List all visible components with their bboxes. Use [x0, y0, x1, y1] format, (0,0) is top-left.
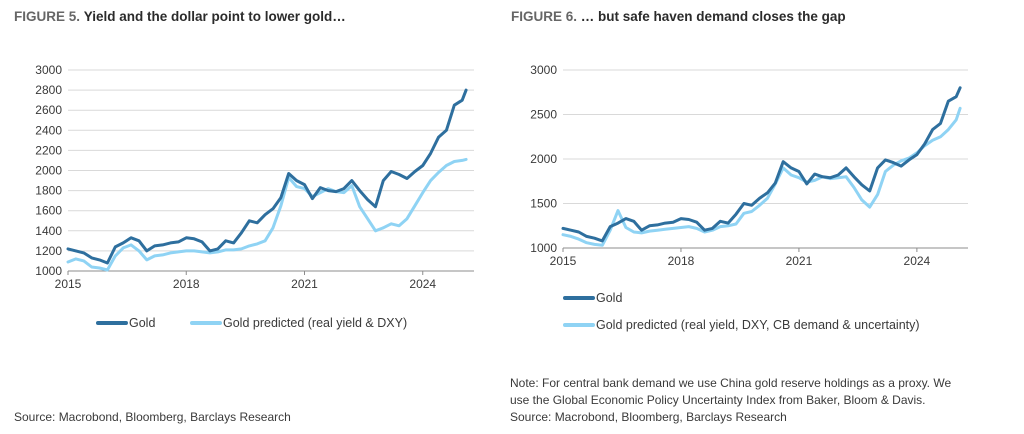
y-tick-label: 2600: [35, 103, 62, 117]
figure5-heading: FIGURE 5. Yield and the dollar point to …: [14, 9, 346, 24]
figure6-chart: 1000 1500 2000 2500 3000 2015 2018 2021 2024 Gold…: [530, 63, 968, 332]
x-tick-label: 2015: [55, 277, 82, 291]
y-tick-label: 1400: [35, 224, 62, 238]
x-tick-label: 2018: [668, 254, 695, 268]
figure5-source: Source: Macrobond, Bloomberg, Barclays R…: [14, 410, 291, 424]
y-tick-label: 1500: [530, 197, 557, 211]
gold-series-line: [561, 86, 962, 243]
y-tick-label: 1800: [35, 184, 62, 198]
figure6-note-line1: Note: For central bank demand we use Chi…: [510, 376, 952, 390]
x-tick-label: 2024: [409, 277, 436, 291]
legend-label-predicted: Gold predicted (real yield & DXY): [223, 316, 407, 330]
figure5-chart: 1000 1200 1400 1600 1800 2000 2200 2400 2600 2800…: [35, 63, 474, 330]
y-tick-label: 1600: [35, 204, 62, 218]
y-tick-label: 2500: [530, 108, 557, 122]
x-tick-label: 2021: [786, 254, 813, 268]
y-tick-label: 1000: [35, 264, 62, 278]
figure6-title: … but safe haven demand closes the gap: [580, 9, 846, 24]
y-tick-label: 3000: [35, 63, 62, 77]
y-tick-label: 2000: [530, 152, 557, 166]
figure5-number: FIGURE 5.: [14, 9, 81, 24]
x-tick-label: 2024: [904, 254, 931, 268]
gold-series-line: [66, 88, 468, 265]
y-tick-label: 2000: [35, 164, 62, 178]
figure6-heading: FIGURE 6. … but safe haven demand closes…: [511, 9, 846, 24]
y-tick-label: 2800: [35, 83, 62, 97]
legend-label-gold: Gold: [596, 291, 622, 305]
figure6-note: Note: For central bank demand we use Chi…: [510, 375, 1010, 426]
figure6-source: Source: Macrobond, Bloomberg, Barclays R…: [510, 410, 787, 424]
y-tick-label: 3000: [530, 63, 557, 77]
figure5-title: Yield and the dollar point to lower gold…: [83, 9, 346, 24]
y-tick-label: 1000: [530, 241, 557, 255]
x-tick-label: 2021: [291, 277, 318, 291]
gold-predicted-series-line: [66, 157, 468, 272]
x-tick-label: 2018: [173, 277, 200, 291]
y-tick-label: 1200: [35, 244, 62, 258]
y-tick-label: 2200: [35, 143, 62, 157]
y-tick-label: 2400: [35, 123, 62, 137]
figure6-number: FIGURE 6.: [511, 9, 578, 24]
figure6-note-line2: use the Global Economic Policy Uncertain…: [510, 393, 926, 407]
x-tick-label: 2015: [550, 254, 577, 268]
gold-predicted-series-line: [561, 106, 962, 247]
legend-label-gold: Gold: [129, 316, 155, 330]
legend-label-predicted: Gold predicted (real yield, DXY, CB dema…: [596, 318, 920, 332]
